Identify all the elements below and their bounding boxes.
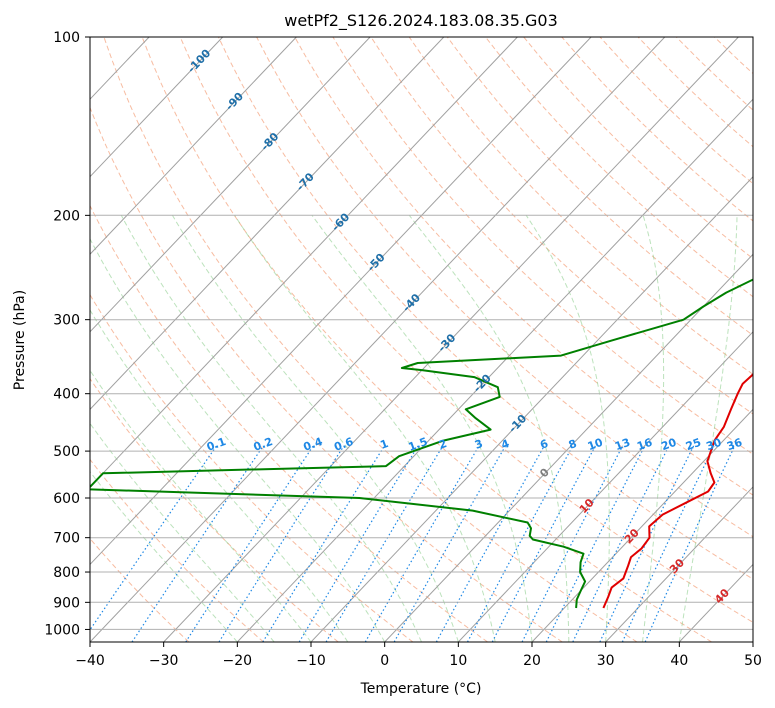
mixing-ratio-label: 0.2: [252, 435, 275, 454]
moist-adiabat: [90, 422, 275, 642]
dry-adiabat: [179, 37, 753, 623]
mixing-ratio-label: 4: [500, 437, 512, 452]
x-tick-label: 40: [670, 653, 688, 669]
x-tick-label: 10: [449, 653, 467, 669]
y-tick-label: 1000: [44, 622, 80, 638]
isotherm-line: [90, 37, 371, 333]
dry-adiabat: [370, 37, 753, 415]
moist-adiabat: [311, 215, 533, 642]
dry-adiabat: [485, 37, 753, 298]
isotherm-line: [90, 37, 518, 488]
moist-adiabat: [90, 470, 238, 642]
mixing-ratio-label: 20: [659, 436, 678, 454]
mixing-ratio-line: [325, 445, 444, 642]
y-tick-label: 400: [53, 387, 80, 403]
mixing-ratio-line: [185, 445, 314, 642]
y-tick-label: 800: [53, 565, 80, 581]
moist-adiabat: [90, 237, 386, 642]
mixing-ratio-label: 2: [437, 437, 449, 452]
dry-adiabat: [103, 37, 638, 642]
mixing-ratio-line: [90, 445, 217, 631]
x-tick-label: 20: [523, 653, 541, 669]
mixing-ratio-line: [262, 445, 386, 642]
dewpoint-profile-line: [90, 278, 753, 609]
isotherm-line: [236, 98, 753, 642]
x-tick-label: 30: [597, 653, 615, 669]
y-tick-label: 300: [53, 313, 80, 329]
mixing-ratio-label: 13: [613, 436, 632, 453]
mixing-ratio-line: [599, 445, 695, 642]
isotherm-line: [90, 37, 297, 256]
x-tick-label: 0: [380, 653, 389, 669]
x-axis: −40 −30 −20 −10 0 10 20 30 40 50: [75, 642, 762, 669]
x-axis-label: Temperature (°C): [360, 681, 482, 697]
mixing-ratio-label: 8: [567, 437, 579, 452]
mixing-ratio-label: 1: [379, 437, 391, 452]
mixing-ratio-line: [545, 445, 646, 642]
y-tick-label: 100: [53, 30, 80, 46]
mixing-ratio-label: 16: [635, 436, 654, 454]
mixing-ratio-label: 3: [473, 437, 485, 452]
isotherm-line: [90, 37, 445, 411]
moist-adiabat: [120, 215, 422, 642]
y-tick-label: 900: [53, 595, 80, 611]
y-axis-label: Pressure (hPa): [12, 290, 28, 390]
mixing-ratio-line: [298, 445, 419, 642]
x-tick-label: 50: [744, 653, 762, 669]
moist-adiabat: [90, 309, 349, 642]
x-tick-label: −30: [149, 653, 179, 669]
isotherm-line: [605, 486, 753, 642]
mixing-ratio-label: 10: [586, 436, 605, 454]
plot-frame: [89, 36, 754, 643]
y-tick-label: 200: [53, 208, 80, 224]
mixing-ratio-label: 0.6: [332, 435, 355, 454]
x-tick-label: −10: [296, 653, 326, 669]
isotherm-line: [531, 408, 753, 642]
mixing-ratio-label: 30: [704, 436, 723, 454]
isotherm-line: [310, 176, 753, 642]
mixing-ratio-line: [218, 445, 345, 642]
y-axis: 1000 900 800 700 600 500 400 300 200 100: [44, 30, 90, 638]
dry-adiabat: [294, 37, 753, 496]
x-tick-label: −40: [75, 653, 105, 669]
mixing-ratio-label: 25: [684, 436, 703, 453]
y-tick-label: 700: [53, 531, 80, 547]
mixing-ratio-line: [435, 445, 545, 642]
dry-adiabat: [90, 106, 563, 642]
moist-adiabat: [171, 215, 459, 642]
moist-adiabat: [408, 214, 570, 642]
mixing-ratio-line: [521, 445, 624, 642]
mixing-ratio-label: 1.5: [407, 435, 430, 454]
moist-adiabat: [525, 215, 610, 642]
isotherm-line: [90, 37, 224, 178]
dry-adiabat: [90, 204, 488, 642]
dry-adiabat: [90, 458, 264, 642]
background-lines: [90, 37, 753, 642]
x-tick-label: −20: [223, 653, 253, 669]
mixing-ratio-line: [572, 445, 670, 642]
y-tick-label: 500: [53, 444, 80, 460]
dry-adiabat: [408, 37, 753, 375]
isotherm-line: [163, 37, 739, 642]
mixing-ratio-line: [131, 445, 264, 642]
mixing-ratio-label: 36: [725, 436, 744, 454]
chart-title: wetPf2_S126.2024.183.08.35.G03: [284, 11, 558, 31]
profile-series: [90, 278, 753, 609]
pressure-gridlines: [90, 37, 753, 630]
y-tick-label: 600: [53, 491, 80, 507]
temperature-profile-line: [602, 372, 753, 609]
mixing-ratio-label: 0.4: [302, 435, 325, 454]
moist-adiabat: [642, 215, 665, 642]
dry-adiabat: [217, 37, 753, 580]
isotherm-line: [90, 37, 592, 566]
isotherm-line: [457, 331, 753, 642]
moist-adiabat: [678, 215, 738, 642]
dry-adiabat: [141, 37, 712, 642]
isotherm-line: [384, 253, 753, 642]
dry-adiabat: [90, 537, 190, 642]
mixing-ratio-label: 6: [538, 437, 550, 452]
isotherm-line: [90, 37, 666, 642]
mixing-ratio-label: 0.1: [205, 435, 228, 454]
